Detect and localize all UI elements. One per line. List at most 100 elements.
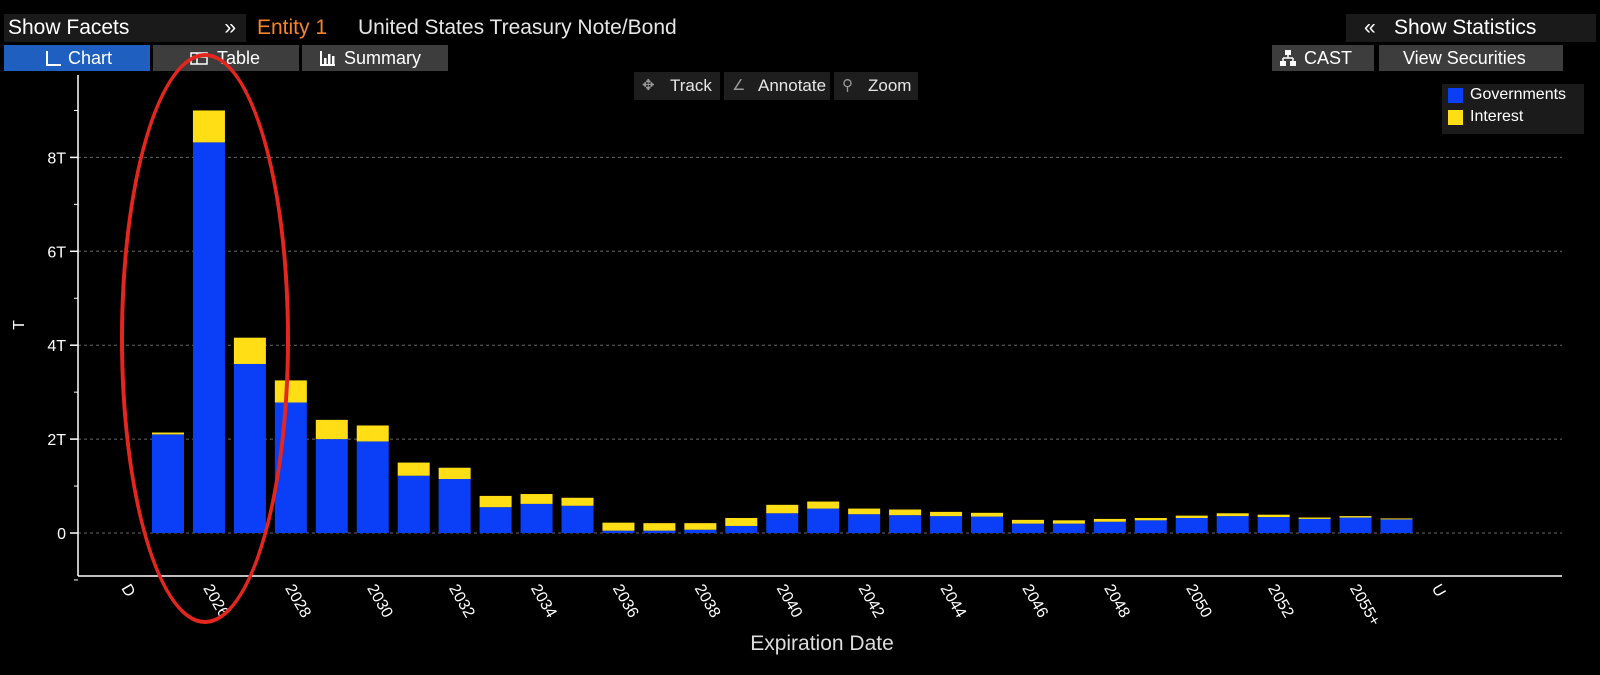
bar-governments bbox=[315, 439, 348, 533]
bar-governments bbox=[438, 479, 471, 533]
bar-governments bbox=[930, 516, 963, 533]
annotate-label: Annotate bbox=[758, 76, 827, 95]
highlight-ellipse bbox=[120, 53, 290, 624]
zoom-label: Zoom bbox=[868, 76, 912, 95]
bar-governments bbox=[561, 505, 594, 533]
bar-governments bbox=[1216, 516, 1249, 533]
bar-interest bbox=[1011, 519, 1044, 524]
tab-chart-label: Chart bbox=[68, 48, 113, 68]
tab-summary-label: Summary bbox=[344, 48, 422, 68]
chart-legend: Governments Interest bbox=[1442, 84, 1584, 134]
bar-governments bbox=[356, 441, 389, 533]
bar-governments bbox=[479, 507, 512, 533]
pencil-icon: ∠ bbox=[732, 77, 746, 94]
bar-governments bbox=[1339, 517, 1372, 533]
bar-interest bbox=[1175, 515, 1208, 518]
hierarchy-icon bbox=[1280, 50, 1296, 66]
x-tick-label: 2038 bbox=[691, 582, 724, 621]
bar-interest bbox=[479, 495, 512, 508]
bar-interest bbox=[438, 467, 471, 480]
expand-left-icon: « bbox=[1364, 16, 1376, 39]
bar-governments bbox=[1134, 520, 1167, 533]
show-facets-button[interactable]: Show Facets » bbox=[4, 14, 246, 42]
x-tick-label: U bbox=[1428, 582, 1449, 601]
bar-interest bbox=[1257, 514, 1290, 518]
y-axis-title: T bbox=[11, 320, 28, 330]
x-tick-label: 2032 bbox=[445, 582, 478, 621]
x-tick-label: 2036 bbox=[609, 582, 642, 621]
x-tick-label: 2052 bbox=[1264, 582, 1297, 621]
annotate-button[interactable]: ∠ Annotate bbox=[724, 72, 830, 100]
track-button[interactable]: ✥ Track bbox=[634, 72, 720, 100]
x-tick-label: 2040 bbox=[773, 582, 806, 621]
bar-governments bbox=[848, 514, 881, 533]
bar-interest bbox=[1093, 518, 1126, 522]
bar-interest bbox=[1216, 513, 1249, 517]
bar-governments bbox=[725, 525, 758, 533]
y-tick-label: 6T bbox=[47, 244, 66, 261]
bar-governments bbox=[889, 515, 922, 533]
legend-label-interest: Interest bbox=[1470, 108, 1524, 125]
y-tick-label: 8T bbox=[47, 150, 66, 167]
bar-governments bbox=[1298, 518, 1331, 533]
show-facets-label: Show Facets bbox=[8, 16, 130, 39]
bar-interest bbox=[602, 522, 635, 531]
bar-interest bbox=[315, 419, 348, 440]
bar-interest bbox=[1134, 517, 1167, 521]
bar-governments bbox=[1257, 517, 1290, 533]
bar-governments bbox=[1380, 519, 1413, 533]
line-chart-icon bbox=[46, 51, 61, 66]
bar-interest bbox=[971, 512, 1003, 517]
expand-right-icon: » bbox=[224, 16, 236, 39]
bar-interest bbox=[1339, 516, 1372, 518]
bar-governments bbox=[397, 475, 430, 533]
bar-governments bbox=[1052, 523, 1085, 533]
bar-chart-icon bbox=[320, 51, 335, 66]
view-securities-button[interactable]: View Securities bbox=[1379, 45, 1563, 71]
cast-button[interactable]: CAST bbox=[1272, 45, 1374, 71]
title-bar: Show Facets » Entity 1 United States Tre… bbox=[0, 0, 1600, 42]
bar-interest bbox=[561, 497, 594, 506]
x-tick-label: D bbox=[118, 582, 139, 601]
y-tick-label: 2T bbox=[47, 432, 66, 449]
bar-interest bbox=[397, 462, 430, 476]
view-securities-label: View Securities bbox=[1403, 48, 1526, 68]
interest-swatch bbox=[1448, 110, 1463, 125]
bar-governments bbox=[643, 530, 676, 533]
x-tick-label: 2048 bbox=[1100, 582, 1133, 621]
bar-governments bbox=[520, 503, 553, 533]
bar-interest bbox=[1052, 520, 1085, 524]
bar-interest bbox=[520, 494, 553, 504]
bar-governments bbox=[807, 508, 840, 533]
bar-interest bbox=[848, 508, 881, 515]
x-tick-label: 2055+ bbox=[1346, 582, 1383, 629]
bar-interest bbox=[684, 523, 717, 530]
bar-governments bbox=[1093, 521, 1126, 533]
tab-chart[interactable]: Chart bbox=[4, 45, 150, 71]
y-tick-label: 4T bbox=[47, 338, 66, 355]
bar-governments bbox=[971, 516, 1003, 533]
bar-interest bbox=[807, 501, 840, 509]
entity-label: Entity 1 bbox=[257, 16, 328, 39]
bar-governments bbox=[1175, 517, 1208, 533]
show-statistics-button[interactable]: « Show Statistics bbox=[1346, 14, 1596, 42]
track-label: Track bbox=[670, 76, 712, 95]
bar-interest bbox=[725, 517, 758, 526]
bar-interest bbox=[643, 523, 676, 531]
security-name: United States Treasury Note/Bond bbox=[358, 16, 677, 39]
cast-label: CAST bbox=[1304, 48, 1353, 68]
tab-summary[interactable]: Summary bbox=[302, 45, 448, 71]
legend-label-governments: Governments bbox=[1470, 86, 1567, 103]
bar-interest bbox=[1298, 517, 1331, 519]
x-tick-label: 2028 bbox=[281, 582, 314, 621]
y-tick-label: 0 bbox=[57, 526, 66, 543]
x-axis-title: Expiration Date bbox=[750, 632, 894, 655]
governments-swatch bbox=[1448, 88, 1463, 103]
show-statistics-label: Show Statistics bbox=[1394, 16, 1537, 39]
bar-governments bbox=[1011, 523, 1044, 533]
bar-interest bbox=[766, 504, 799, 514]
zoom-button[interactable]: ⚲ Zoom bbox=[834, 72, 918, 100]
bar-interest bbox=[356, 425, 389, 442]
crosshair-icon: ✥ bbox=[642, 77, 655, 94]
x-tick-label: 2042 bbox=[855, 582, 888, 621]
